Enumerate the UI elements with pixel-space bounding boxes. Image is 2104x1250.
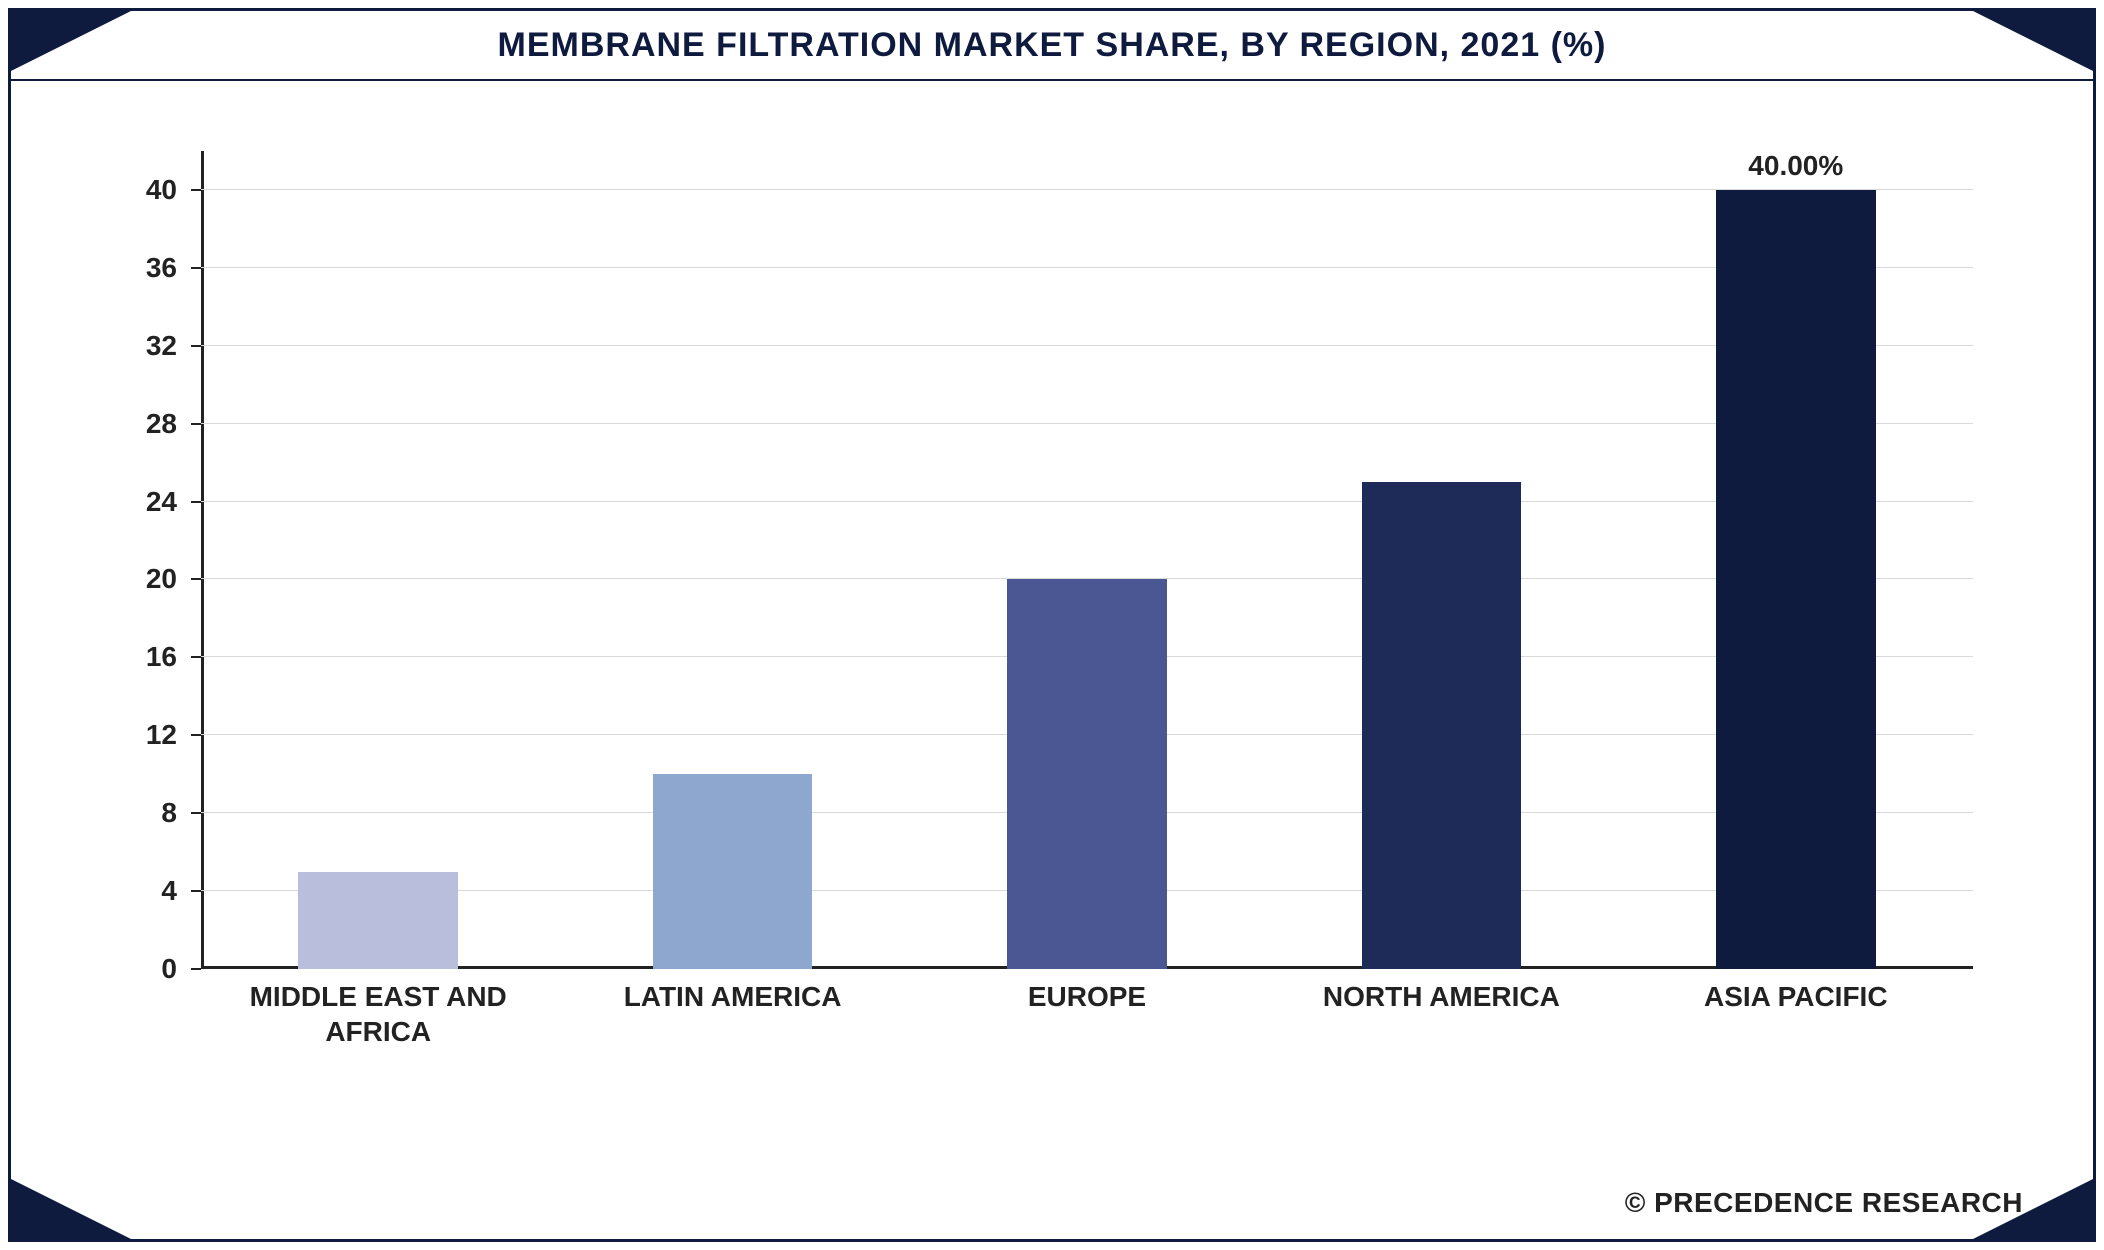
x-axis-label: Middle East and Africa: [201, 979, 555, 1049]
corner-decor-tr: [1973, 11, 2093, 71]
grid-line: [201, 423, 1973, 424]
bar: [1362, 482, 1521, 969]
x-axis-label: North America: [1264, 979, 1618, 1014]
y-tick-mark: [191, 189, 201, 191]
plot-area: 048121620242832364040.00%: [201, 151, 1973, 969]
grid-line: [201, 267, 1973, 268]
y-axis: [201, 151, 204, 969]
bar: 40.00%: [1716, 190, 1875, 969]
credit-text: © Precedence Research: [1625, 1187, 2023, 1219]
grid-line: [201, 345, 1973, 346]
chart-frame: Membrane Filtration Market Share, By Reg…: [8, 8, 2096, 1242]
x-axis-label: Latin America: [555, 979, 909, 1014]
y-tick-mark: [191, 968, 201, 970]
x-axis-label: Europe: [910, 979, 1264, 1014]
grid-line: [201, 189, 1973, 190]
corner-decor-tl: [11, 11, 131, 71]
y-tick-mark: [191, 734, 201, 736]
bar-data-label: 40.00%: [1716, 150, 1875, 182]
y-tick-mark: [191, 423, 201, 425]
y-tick-mark: [191, 656, 201, 658]
chart-area: 048121620242832364040.00% Middle East an…: [71, 111, 2033, 1159]
x-axis-labels: Middle East and AfricaLatin AmericaEurop…: [201, 979, 1973, 1099]
y-tick-mark: [191, 501, 201, 503]
grid-line: [201, 501, 1973, 502]
x-axis-label: Asia Pacific: [1619, 979, 1973, 1014]
bar: [653, 774, 812, 969]
y-tick-mark: [191, 267, 201, 269]
y-tick-mark: [191, 890, 201, 892]
y-tick-mark: [191, 345, 201, 347]
corner-decor-bl: [11, 1179, 131, 1239]
title-bar: Membrane Filtration Market Share, By Reg…: [11, 11, 2093, 81]
y-tick-mark: [191, 812, 201, 814]
y-tick-mark: [191, 578, 201, 580]
bar: [298, 872, 457, 969]
chart-title: Membrane Filtration Market Share, By Reg…: [498, 26, 1607, 65]
bar: [1007, 579, 1166, 969]
